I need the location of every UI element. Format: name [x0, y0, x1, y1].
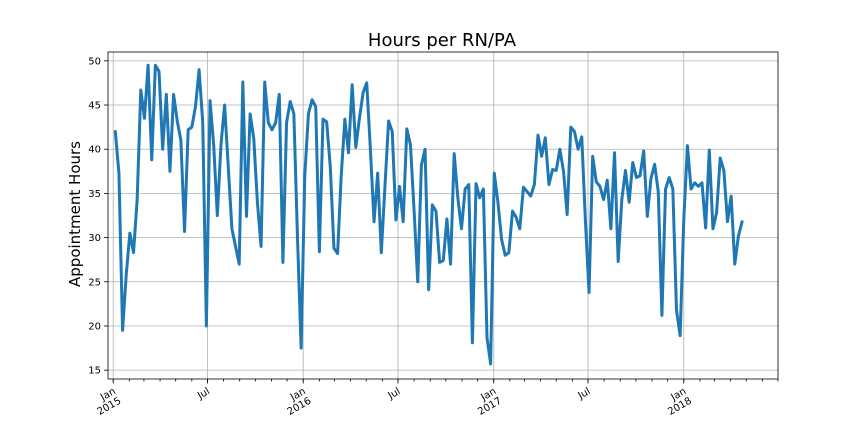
y-axis-label: Appointment Hours [66, 141, 84, 287]
y-tick-label: 25 [88, 277, 101, 288]
series-layer [113, 63, 744, 366]
x-tick-label: Jan2016 [280, 386, 313, 418]
y-tick-label: 20 [88, 321, 101, 332]
y-tick-label: 15 [88, 366, 101, 377]
y-tick-label: 45 [88, 101, 101, 112]
axes-frame [107, 51, 779, 380]
y-tick-label: 50 [88, 56, 101, 67]
series-line [113, 63, 744, 366]
y-axis-ticks: 15 20 25 30 35 40 45 50 [88, 56, 108, 377]
y-tick-label: 35 [88, 189, 101, 200]
y-tick-label: 30 [88, 233, 101, 244]
chart-title: Hours per RN/PA [368, 30, 517, 51]
y-tick-label: 40 [88, 145, 101, 156]
